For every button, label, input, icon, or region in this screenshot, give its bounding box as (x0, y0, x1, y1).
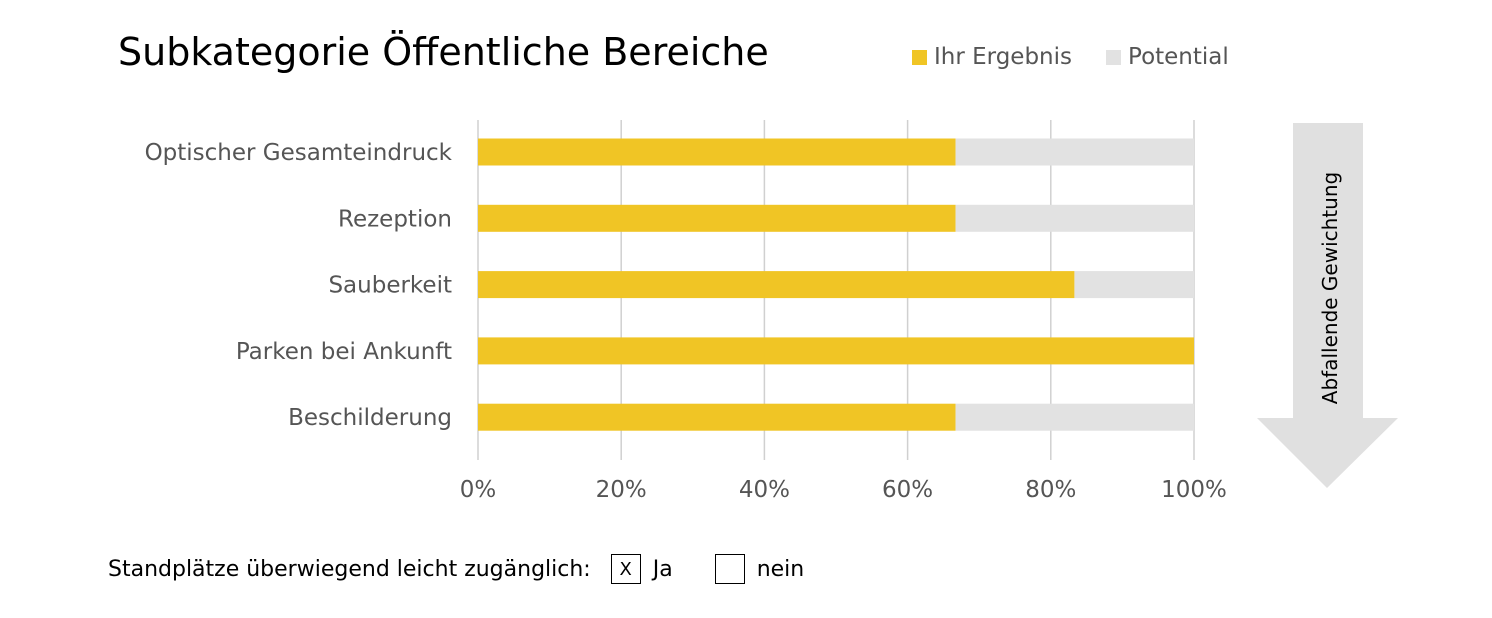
bar-result (478, 403, 956, 431)
accessibility-footer: Standplätze überwiegend leicht zugänglic… (108, 554, 804, 584)
bar-potential (955, 403, 1194, 431)
category-label: Optischer Gesamteindruck (145, 140, 453, 166)
legend-swatch-potential (1106, 49, 1122, 65)
x-tick-label: 20% (596, 477, 647, 503)
x-tick-label: 40% (739, 477, 790, 503)
bar-potential (1074, 271, 1194, 299)
x-tick-label: 0% (460, 477, 497, 503)
legend: Ihr Ergebnis Potential (912, 44, 1263, 70)
legend-item-result: Ihr Ergebnis (912, 44, 1072, 70)
footer-label: Standplätze überwiegend leicht zugänglic… (108, 556, 591, 582)
bar-result (478, 337, 1194, 365)
legend-swatch-result (912, 49, 927, 65)
x-tick-label: 80% (1025, 477, 1076, 503)
category-label: Rezeption (338, 206, 452, 232)
chart-title: Subkategorie Öffentliche Bereiche (118, 30, 769, 74)
category-label: Parken bei Ankunft (236, 339, 452, 365)
checkbox-yes[interactable]: X (610, 554, 641, 584)
category-label: Sauberkeit (328, 273, 452, 299)
category-label: Beschilderung (288, 405, 452, 431)
bar-potential (955, 138, 1194, 166)
bar-result (478, 138, 956, 166)
checkbox-no-label: nein (756, 556, 805, 582)
bar-potential (955, 204, 1194, 232)
down-arrow-icon (1257, 123, 1398, 488)
bar-result (478, 271, 1075, 299)
x-tick-label: 60% (882, 477, 933, 503)
checkbox-yes-label: Ja (652, 556, 673, 582)
legend-label-result: Ihr Ergebnis (934, 44, 1073, 70)
legend-label-potential: Potential (1128, 44, 1229, 70)
x-tick-label: 100% (1161, 477, 1227, 503)
checkbox-no[interactable] (714, 554, 745, 584)
bar-result (478, 204, 956, 232)
weighting-label: Abfallende Gewichtung (1318, 172, 1342, 404)
legend-item-potential: Potential (1106, 44, 1229, 70)
